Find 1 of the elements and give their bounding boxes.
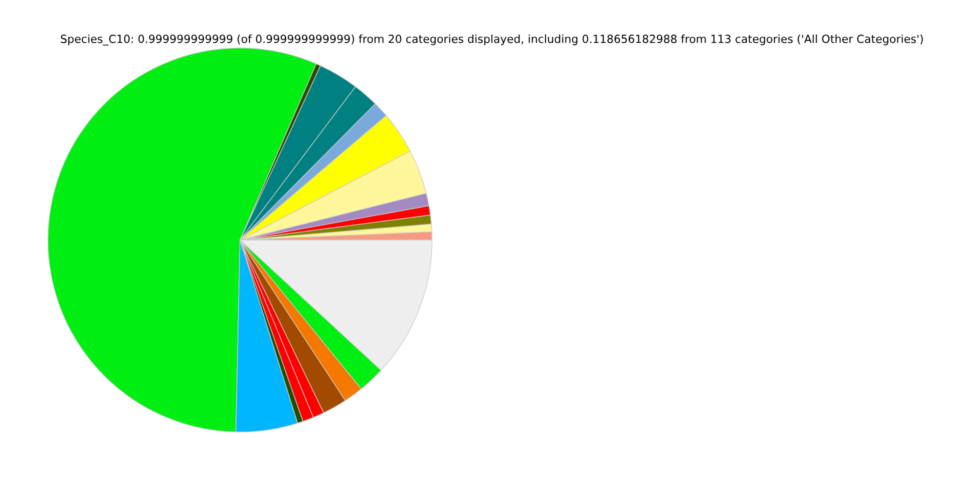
text: Species_C10: 0.999999999999 (of 0.999999999999) from 20 categories displayed, including 0.118656182988 from 113 categories ('All Other Categories') bbox=[60, 34, 923, 46]
